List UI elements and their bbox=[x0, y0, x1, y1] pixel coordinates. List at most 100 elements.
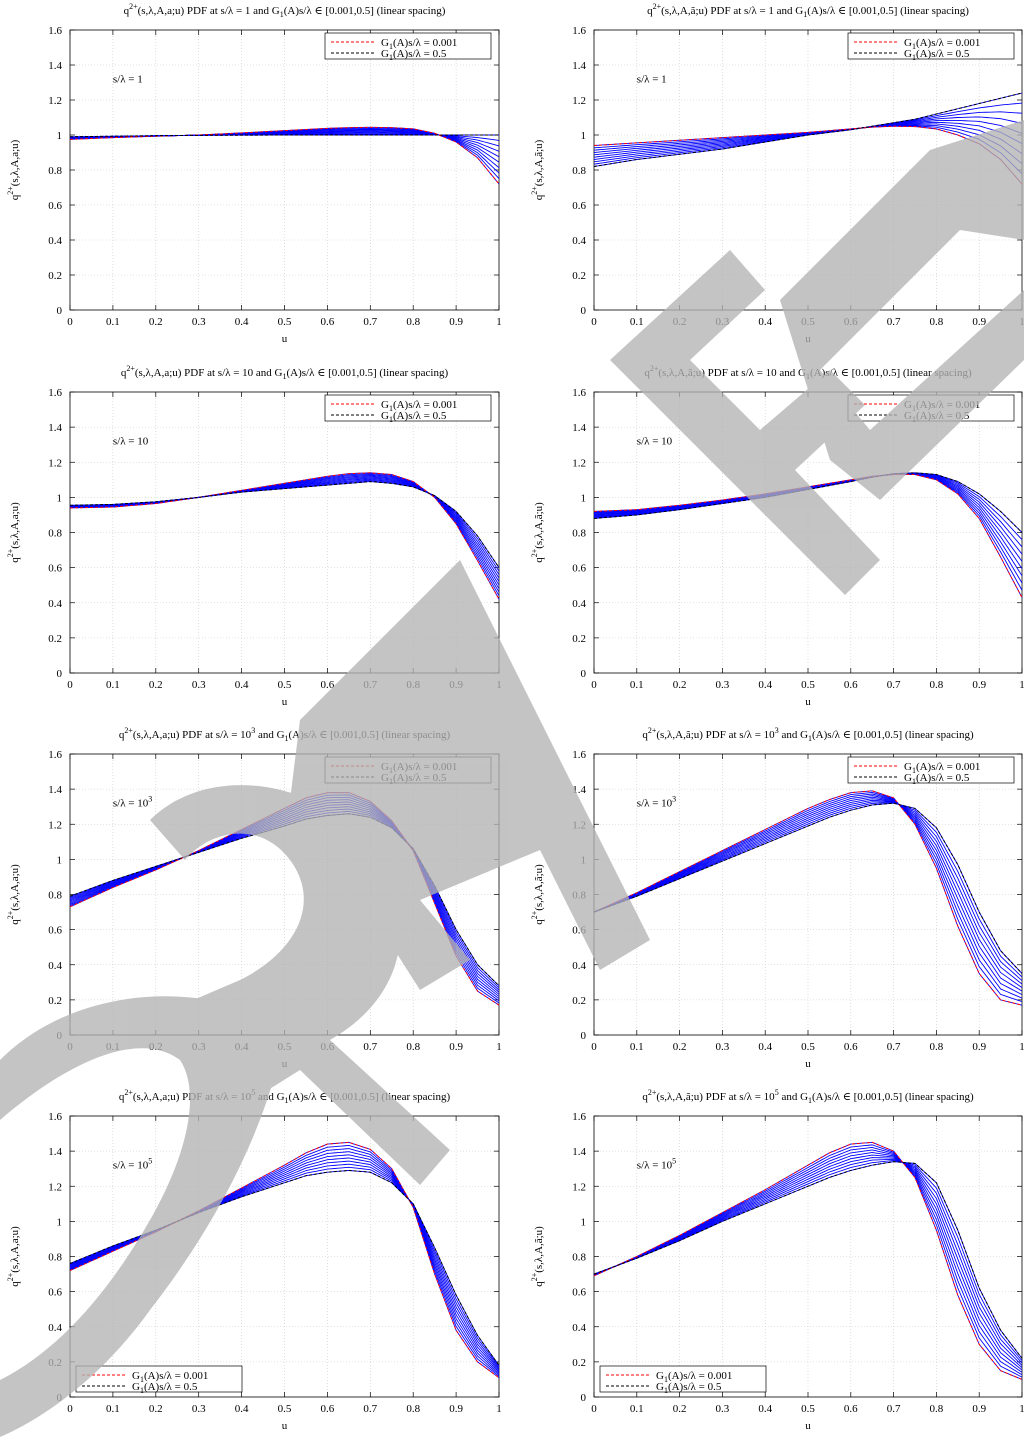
y-tick-label: 1.4 bbox=[48, 422, 62, 434]
x-tick-label: 0.3 bbox=[716, 1041, 730, 1053]
x-tick-label: 0.4 bbox=[758, 679, 772, 691]
y-tick-label: 0.8 bbox=[572, 165, 586, 177]
chart-title: q2+(s,λ,A,ã;u) PDF at s/λ = 103 and G1(A… bbox=[642, 726, 974, 743]
series-line-high bbox=[593, 1161, 1023, 1359]
chart-panel-1: 0 0.1 0.2 0.3 0.4 0.5 0.6 0.7 0.8 0.9 1 0 0.2 0.4 0.6 0… bbox=[6, 2, 502, 345]
y-tick-label: 0.6 bbox=[48, 200, 62, 212]
x-tick-label: 0.6 bbox=[844, 679, 858, 691]
legend-label: G1(A)s/λ = 0.001 bbox=[656, 1370, 732, 1384]
family-line bbox=[593, 791, 1023, 1003]
x-tick-label: 0.5 bbox=[278, 679, 292, 691]
series-line-high bbox=[593, 92, 1023, 167]
legend-label: G1(A)s/λ = 0.001 bbox=[381, 399, 457, 413]
y-tick-label: 1 bbox=[57, 854, 63, 866]
x-tick-label: 0.4 bbox=[235, 1403, 249, 1415]
x-tick-label: 0.2 bbox=[149, 316, 163, 328]
legend-label: G1(A)s/λ = 0.001 bbox=[904, 37, 980, 51]
x-tick-label: 0 bbox=[67, 316, 73, 328]
y-tick-label: 1.4 bbox=[48, 1146, 62, 1158]
x-tick-label: 0.7 bbox=[363, 1041, 377, 1053]
chart-panel-2: 00.10.20.30.40.50.60.70.80.9100.20.40.60… bbox=[530, 2, 1024, 345]
y-tick-label: 1.2 bbox=[572, 95, 586, 107]
y-tick-label: 0.4 bbox=[572, 960, 586, 972]
y-tick-label: 0.8 bbox=[48, 890, 62, 902]
chart-title: q2+(s,λ,A,ã;u) PDF at s/λ = 1 and G1(A)s… bbox=[647, 2, 969, 19]
family-line bbox=[593, 802, 1023, 974]
y-tick-label: 0.8 bbox=[48, 165, 62, 177]
y-tick-label: 1 bbox=[57, 1216, 63, 1228]
x-tick-label: 0.9 bbox=[972, 679, 986, 691]
y-tick-label: 0.4 bbox=[572, 598, 586, 610]
y-tick-label: 1.6 bbox=[572, 387, 586, 399]
y-tick-label: 0.4 bbox=[572, 235, 586, 247]
y-tick-label: 0.6 bbox=[572, 200, 586, 212]
x-tick-label: 0.3 bbox=[716, 679, 730, 691]
family-line bbox=[593, 801, 1023, 981]
y-tick-label: 0.2 bbox=[48, 633, 62, 645]
y-tick-label: 0.2 bbox=[572, 1357, 586, 1369]
x-tick-label: 0.2 bbox=[673, 1403, 687, 1415]
y-axis-label: q2+(s,λ,A,a;u) bbox=[6, 1226, 21, 1287]
x-tick-label: 1 bbox=[496, 1041, 502, 1053]
x-tick-label: 0.4 bbox=[758, 1403, 772, 1415]
y-tick-label: 0.6 bbox=[48, 1287, 62, 1299]
x-tick-label: 0.2 bbox=[673, 679, 687, 691]
legend-label: G1(A)s/λ = 0.5 bbox=[381, 410, 447, 424]
x-tick-label: 0.9 bbox=[972, 316, 986, 328]
family-line bbox=[593, 796, 1023, 992]
series-line-low bbox=[593, 790, 1023, 1006]
x-tick-label: 0.8 bbox=[406, 316, 420, 328]
x-tick-label: 0.7 bbox=[887, 316, 901, 328]
y-tick-label: 1.6 bbox=[48, 1111, 62, 1123]
y-axis-label: q2+(s,λ,A,ã;u) bbox=[530, 139, 545, 200]
x-tick-label: 0.9 bbox=[449, 1403, 463, 1415]
y-tick-label: 1 bbox=[57, 492, 63, 504]
x-axis-label: u bbox=[805, 696, 811, 708]
legend-label: G1(A)s/λ = 0.001 bbox=[904, 761, 980, 775]
legend-label: G1(A)s/λ = 0.5 bbox=[132, 1381, 198, 1395]
y-tick-label: 0 bbox=[57, 305, 63, 317]
x-tick-label: 0.7 bbox=[887, 1403, 901, 1415]
x-tick-label: 0.8 bbox=[930, 679, 944, 691]
y-axis-label: q2+(s,λ,A,a;u) bbox=[6, 864, 21, 925]
y-tick-label: 0.4 bbox=[48, 960, 62, 972]
y-tick-label: 0.2 bbox=[48, 270, 62, 282]
y-axis-label: q2+(s,λ,A,ã;u) bbox=[530, 1226, 545, 1287]
x-axis-label: u bbox=[282, 333, 288, 345]
series-line-low bbox=[69, 472, 500, 600]
y-tick-label: 1 bbox=[581, 1216, 587, 1228]
family-line bbox=[593, 795, 1023, 996]
x-tick-label: 0.5 bbox=[801, 1403, 815, 1415]
x-tick-label: 0.9 bbox=[449, 316, 463, 328]
y-tick-label: 1.2 bbox=[48, 819, 62, 831]
y-tick-label: 0.2 bbox=[572, 270, 586, 282]
series-line-low bbox=[593, 1141, 1023, 1380]
draft-watermark bbox=[0, 120, 1024, 1437]
x-tick-label: 0.5 bbox=[801, 1041, 815, 1053]
y-tick-label: 1.2 bbox=[48, 1181, 62, 1193]
x-tick-label: 0.6 bbox=[321, 679, 335, 691]
y-tick-label: 1.6 bbox=[48, 25, 62, 37]
y-tick-label: 1.6 bbox=[48, 749, 62, 761]
x-tick-label: 0.6 bbox=[321, 1403, 335, 1415]
x-tick-label: 0.1 bbox=[630, 679, 644, 691]
y-tick-label: 1.2 bbox=[48, 95, 62, 107]
x-axis-label: u bbox=[282, 696, 288, 708]
x-tick-label: 1 bbox=[1019, 1041, 1024, 1053]
x-tick-label: 0 bbox=[591, 1041, 597, 1053]
y-tick-label: 1 bbox=[581, 492, 587, 504]
y-tick-label: 0 bbox=[581, 1030, 587, 1042]
scale-annotation: s/λ = 10 bbox=[113, 436, 149, 448]
scale-annotation: s/λ = 1 bbox=[637, 74, 667, 86]
series-line-low bbox=[69, 1141, 500, 1379]
x-tick-label: 0.7 bbox=[363, 316, 377, 328]
watermark-letter-t bbox=[780, 120, 1024, 500]
y-tick-label: 1.2 bbox=[48, 457, 62, 469]
x-tick-label: 0.8 bbox=[406, 1403, 420, 1415]
y-tick-label: 0.8 bbox=[572, 528, 586, 540]
y-tick-label: 0.4 bbox=[48, 598, 62, 610]
x-tick-label: 0.6 bbox=[844, 1041, 858, 1053]
x-tick-label: 0.7 bbox=[887, 679, 901, 691]
